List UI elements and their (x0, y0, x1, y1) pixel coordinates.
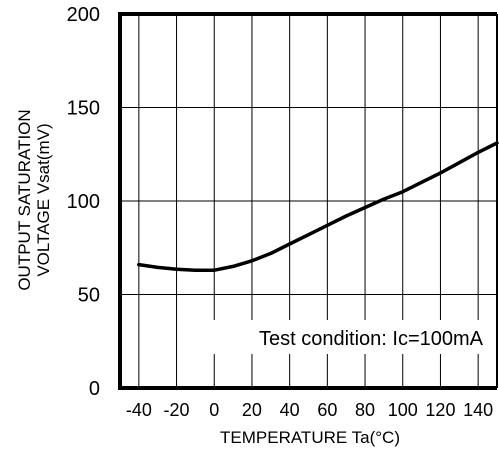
x-tick-label: 20 (242, 400, 262, 420)
y-tick-label: 100 (67, 191, 100, 213)
y-tick-label: 200 (67, 4, 100, 26)
x-tick-labels: -40 -20 0 20 40 60 80 100 120 140 (126, 400, 493, 420)
y-tick-label: 50 (78, 285, 100, 307)
series-line (137, 141, 499, 272)
y-axis-title-line1: OUTPUT SATURATION (15, 109, 34, 290)
x-tick-label: 40 (280, 400, 300, 420)
x-tick-label: 60 (317, 400, 337, 420)
x-axis-title: TEMPERATURE Ta(°C) (220, 428, 400, 447)
x-tick-label: 140 (463, 400, 493, 420)
x-tick-label: 0 (209, 400, 219, 420)
y-tick-label: 0 (89, 378, 100, 400)
x-tick-label: 100 (388, 400, 418, 420)
x-tick-label: -40 (126, 400, 152, 420)
annotation-background (202, 320, 490, 354)
x-tick-label: -20 (164, 400, 190, 420)
x-tick-label: 80 (355, 400, 375, 420)
y-tick-labels: 0 50 100 150 200 (67, 4, 100, 400)
x-tick-label: 120 (425, 400, 455, 420)
annotation: Test condition: Ic=100mA (202, 320, 490, 354)
series-layer (137, 141, 499, 272)
y-axis-title-line2: VOLTAGE Vsat(mV) (34, 123, 53, 276)
y-axis-title: OUTPUT SATURATION VOLTAGE Vsat(mV) (15, 109, 53, 290)
y-tick-label: 150 (67, 98, 100, 120)
annotation-text: Test condition: Ic=100mA (259, 328, 484, 350)
axes-frame (118, 12, 498, 390)
